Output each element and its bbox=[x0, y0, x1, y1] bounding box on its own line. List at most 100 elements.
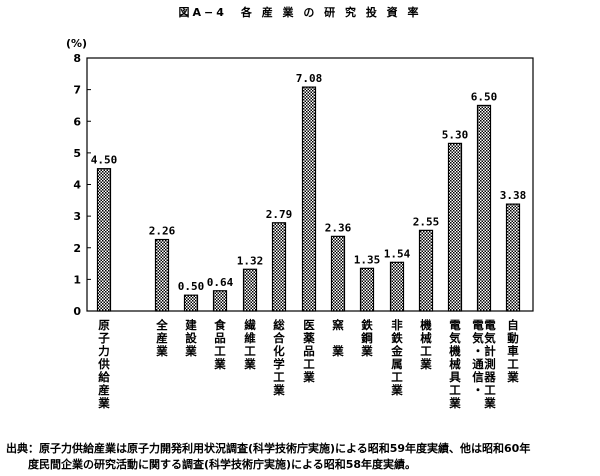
x-category-label: 械 bbox=[449, 357, 461, 371]
x-category-label: 業 bbox=[213, 357, 226, 371]
x-category-label: 工 bbox=[484, 383, 496, 397]
bar bbox=[183, 294, 199, 312]
x-category-label: 維 bbox=[244, 331, 256, 345]
data-label: 5.30 bbox=[442, 128, 469, 141]
x-category-label: 業 bbox=[272, 383, 285, 397]
x-category-label: 械 bbox=[420, 331, 432, 345]
data-label: 1.32 bbox=[237, 254, 264, 267]
x-category-label: 気 bbox=[484, 331, 496, 345]
y-tick-label: 3 bbox=[73, 210, 81, 223]
x-category-label: 業 bbox=[448, 396, 461, 410]
source-note: 出典：原子力供給産業は原子力開発利用状況調査(科学技術庁実施)による昭和59年度… bbox=[6, 441, 596, 473]
x-category-label: 食 bbox=[214, 318, 226, 332]
x-category-label: 工 bbox=[420, 344, 432, 358]
x-category-label: 業 bbox=[97, 396, 110, 410]
x-category-label: 通 bbox=[472, 357, 484, 371]
y-tick-label: 4 bbox=[73, 179, 81, 192]
x-category-label: 車 bbox=[507, 344, 519, 358]
x-category-label: ・ bbox=[472, 344, 484, 358]
x-category-label: 具 bbox=[449, 370, 461, 384]
x-category-label: 工 bbox=[507, 357, 519, 371]
bar bbox=[330, 235, 346, 312]
x-category-label: 合 bbox=[273, 331, 285, 345]
x-category-label: 業 bbox=[302, 370, 315, 384]
x-category-label: 子 bbox=[98, 331, 110, 345]
bar bbox=[154, 238, 170, 312]
x-category-label bbox=[332, 331, 344, 345]
x-category-label: 産 bbox=[98, 383, 110, 397]
x-category-label: 属 bbox=[391, 357, 403, 371]
y-axis-label: (%) bbox=[66, 37, 87, 50]
x-category-label: 給 bbox=[98, 370, 110, 384]
y-tick-label: 6 bbox=[73, 115, 81, 128]
x-category-label: 業 bbox=[331, 344, 344, 358]
x-category-label: 非 bbox=[391, 318, 403, 332]
x-category-label: 測 bbox=[484, 357, 496, 371]
x-category-label: 工 bbox=[449, 383, 461, 397]
y-tick-label: 2 bbox=[73, 242, 81, 255]
bar bbox=[418, 229, 434, 312]
x-category-label: 総 bbox=[273, 318, 285, 332]
x-category-label: 計 bbox=[484, 344, 496, 358]
y-tick-label: 7 bbox=[73, 84, 81, 97]
bar bbox=[271, 222, 287, 312]
x-category-label: 鉄 bbox=[361, 318, 373, 332]
x-category-label: 業 bbox=[243, 357, 256, 371]
x-category-label: ・ bbox=[472, 383, 484, 397]
data-label: 2.79 bbox=[266, 208, 293, 221]
data-label: 2.26 bbox=[149, 225, 176, 238]
data-label: 6.50 bbox=[471, 90, 498, 103]
x-category-label: 業 bbox=[506, 370, 519, 384]
x-category-label: 機 bbox=[420, 318, 432, 332]
data-label: 7.08 bbox=[296, 72, 323, 85]
x-category-label: 全 bbox=[155, 318, 168, 332]
data-label: 3.38 bbox=[500, 189, 527, 202]
x-category-label: 品 bbox=[214, 331, 226, 345]
x-category-label: 設 bbox=[185, 331, 197, 345]
x-category-label: 繊 bbox=[244, 318, 256, 332]
x-category-label: 工 bbox=[273, 370, 285, 384]
x-category-label: 医 bbox=[303, 318, 315, 332]
x-category-label: 化 bbox=[273, 344, 285, 358]
bar bbox=[505, 203, 521, 312]
chart-title: 図A−4 各 産 業 の 研 究 投 資 率 bbox=[178, 6, 422, 19]
x-category-label: 気 bbox=[472, 331, 484, 345]
data-label: 1.54 bbox=[384, 247, 411, 260]
x-category-label: 建 bbox=[185, 318, 197, 332]
y-tick-label: 0 bbox=[73, 305, 81, 318]
y-tick-label: 1 bbox=[73, 273, 81, 286]
x-category-label: 品 bbox=[303, 344, 315, 358]
x-category-label: 業 bbox=[390, 383, 403, 397]
x-category-label: 電 bbox=[449, 318, 461, 332]
x-category-label: 業 bbox=[155, 344, 168, 358]
data-label: 0.64 bbox=[207, 276, 234, 289]
x-category-label: 薬 bbox=[302, 331, 315, 345]
x-category-label: 鉄 bbox=[391, 331, 403, 345]
y-tick-label: 5 bbox=[73, 147, 81, 160]
bar bbox=[476, 104, 492, 312]
x-category-label: 鋼 bbox=[360, 331, 373, 345]
x-category-label: 金 bbox=[390, 344, 403, 358]
bar bbox=[212, 290, 228, 312]
bar bbox=[389, 261, 405, 312]
x-category-label: 信 bbox=[472, 370, 484, 384]
x-category-label: 業 bbox=[360, 344, 373, 358]
bar bbox=[359, 267, 375, 312]
x-category-label: 電 bbox=[472, 318, 484, 332]
source-line-2: 度民間企業の研究活動に関する調査(科学技術庁実施)による昭和58年度実績。 bbox=[6, 458, 417, 471]
x-category-label: 工 bbox=[244, 344, 256, 358]
x-category-label: 器 bbox=[483, 370, 496, 384]
bar bbox=[96, 168, 112, 312]
data-label: 0.50 bbox=[178, 280, 205, 293]
x-category-label: 自 bbox=[507, 318, 519, 332]
bar bbox=[301, 86, 317, 312]
data-label: 2.36 bbox=[325, 221, 352, 234]
data-label: 1.35 bbox=[354, 253, 381, 266]
x-category-label: 原 bbox=[98, 318, 110, 332]
x-category-label: 気 bbox=[449, 331, 461, 345]
data-label: 4.50 bbox=[91, 154, 118, 167]
x-category-label: 業 bbox=[419, 357, 432, 371]
x-category-label: 動 bbox=[507, 331, 519, 345]
x-category-label: 力 bbox=[98, 344, 110, 358]
